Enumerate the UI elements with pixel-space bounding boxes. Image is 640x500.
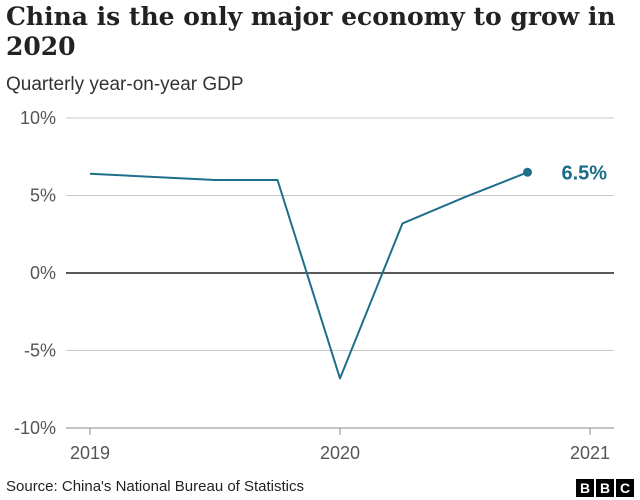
y-tick-label: -5% bbox=[24, 341, 56, 361]
chart-subtitle: Quarterly year-on-year GDP bbox=[6, 74, 244, 95]
chart-title: China is the only major economy to grow … bbox=[6, 2, 616, 61]
gdp-series-line bbox=[89, 171, 528, 380]
x-tick-label: 2021 bbox=[570, 443, 610, 463]
y-tick-label: 0% bbox=[30, 263, 56, 283]
source-note: Source: China's National Bureau of Stati… bbox=[6, 478, 305, 495]
latest-value-label: 6.5% bbox=[562, 162, 608, 184]
bbc-logo-letter: B bbox=[576, 479, 594, 497]
y-tick-label: 10% bbox=[20, 108, 56, 128]
bbc-logo-letter: C bbox=[616, 479, 634, 497]
bbc-logo: B B C bbox=[576, 479, 634, 497]
bbc-logo-letter: B bbox=[596, 479, 614, 497]
y-tick-label: -10% bbox=[14, 418, 56, 438]
latest-data-point bbox=[523, 167, 532, 177]
x-tick-label: 2020 bbox=[320, 443, 360, 463]
y-tick-label: 5% bbox=[30, 186, 56, 206]
x-tick-label: 2019 bbox=[70, 443, 110, 463]
